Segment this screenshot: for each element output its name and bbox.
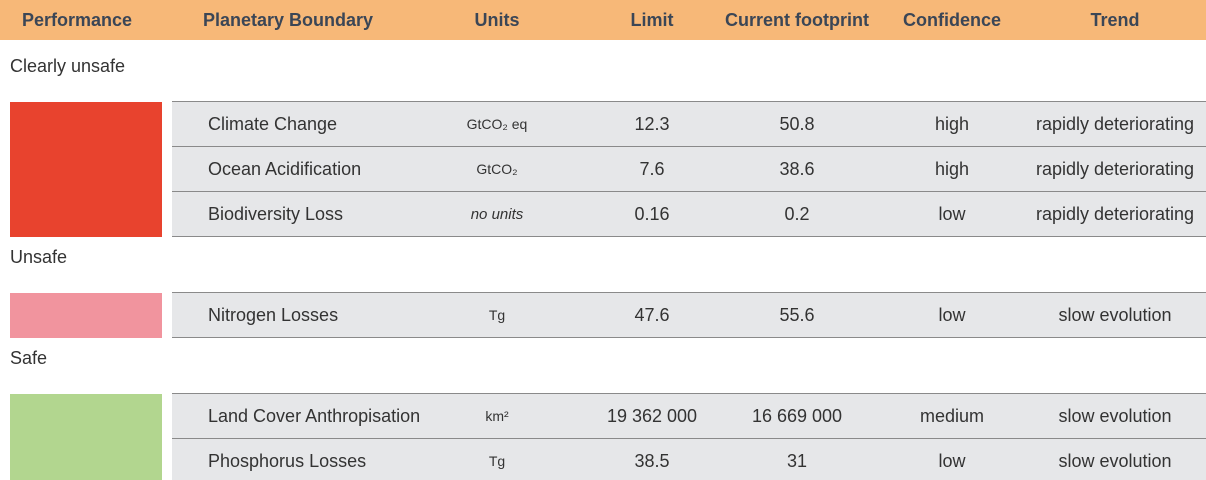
group-label: Unsafe — [10, 247, 68, 267]
table-row: Nitrogen Losses Tg 47.6 55.6 low slow evoluti… — [172, 293, 1206, 338]
group-label: Safe — [10, 348, 48, 368]
table-cell: slow evolution — [1058, 406, 1172, 426]
unit-cell: GtCO₂ — [476, 161, 518, 177]
table-cell: 19 362 000 — [606, 406, 698, 426]
table-cell: Ocean Acidification — [208, 159, 362, 179]
unit-cell: km² — [485, 408, 509, 424]
column-header: Units — [474, 10, 520, 30]
table-cell: Biodiversity Loss — [208, 204, 344, 224]
table-cell: 7.6 — [639, 159, 665, 179]
performance-color-block — [10, 293, 162, 338]
table-cell: Nitrogen Losses — [208, 305, 339, 325]
table-cell: high — [934, 114, 970, 134]
performance-color-block — [10, 394, 162, 480]
table-cell: 38.6 — [779, 159, 815, 179]
table-cell: Phosphorus Losses — [208, 451, 367, 471]
row-divider — [172, 393, 1206, 394]
table-cell: 16 669 000 — [751, 406, 843, 426]
table-row: Biodiversity Loss no units 0.16 0.2 low rapid… — [172, 192, 1206, 237]
column-header: Performance — [22, 10, 133, 30]
unit-cell: Tg — [488, 307, 506, 323]
row-divider — [172, 101, 1206, 102]
performance-color-block — [10, 102, 162, 237]
unit-cell: Tg — [488, 453, 506, 469]
column-header: Current footprint — [725, 10, 869, 30]
table-cell: rapidly deteriorating — [1035, 159, 1195, 179]
unit-cell: GtCO₂ eq — [466, 116, 528, 132]
table-cell: high — [934, 159, 970, 179]
table-row: Ocean Acidification GtCO₂ 7.6 38.6 high rapid… — [172, 147, 1206, 192]
table-cell: 55.6 — [779, 305, 815, 325]
table-row: Land Cover Anthropisation km² 19 362 000 16… — [172, 394, 1206, 439]
table-cell: 12.3 — [634, 114, 670, 134]
table-cell: 50.8 — [779, 114, 815, 134]
table-cell: 31 — [786, 451, 808, 471]
table-cell: medium — [919, 406, 985, 426]
table-row: Climate Change GtCO₂ eq 12.3 50.8 high rapidl… — [172, 102, 1206, 147]
row-divider — [172, 292, 1206, 293]
table-cell: 0.16 — [634, 204, 670, 224]
column-header: Confidence — [902, 10, 1001, 30]
table-cell: rapidly deteriorating — [1035, 114, 1195, 134]
table-cell: low — [938, 305, 966, 325]
column-header: Planetary Boundary — [203, 10, 374, 30]
table-cell: 38.5 — [634, 451, 670, 471]
table-cell: slow evolution — [1058, 451, 1172, 471]
header-row: Performance Planetary Boundary Units Limit C… — [0, 0, 1206, 40]
group-label: Clearly unsafe — [10, 56, 126, 76]
column-header: Limit — [630, 10, 674, 30]
table-cell: low — [938, 204, 966, 224]
table-cell: rapidly deteriorating — [1035, 204, 1195, 224]
table-cell: Land Cover Anthropisation — [208, 406, 421, 426]
table-cell: 47.6 — [634, 305, 670, 325]
column-header: Trend — [1090, 10, 1140, 30]
table-cell: low — [938, 451, 966, 471]
table-cell: Climate Change — [208, 114, 338, 134]
table-cell: slow evolution — [1058, 305, 1172, 325]
table-row: Phosphorus Losses Tg 38.5 31 low slow evoluti… — [172, 439, 1206, 480]
unit-cell: no units — [470, 206, 524, 223]
table-cell: 0.2 — [784, 204, 810, 224]
